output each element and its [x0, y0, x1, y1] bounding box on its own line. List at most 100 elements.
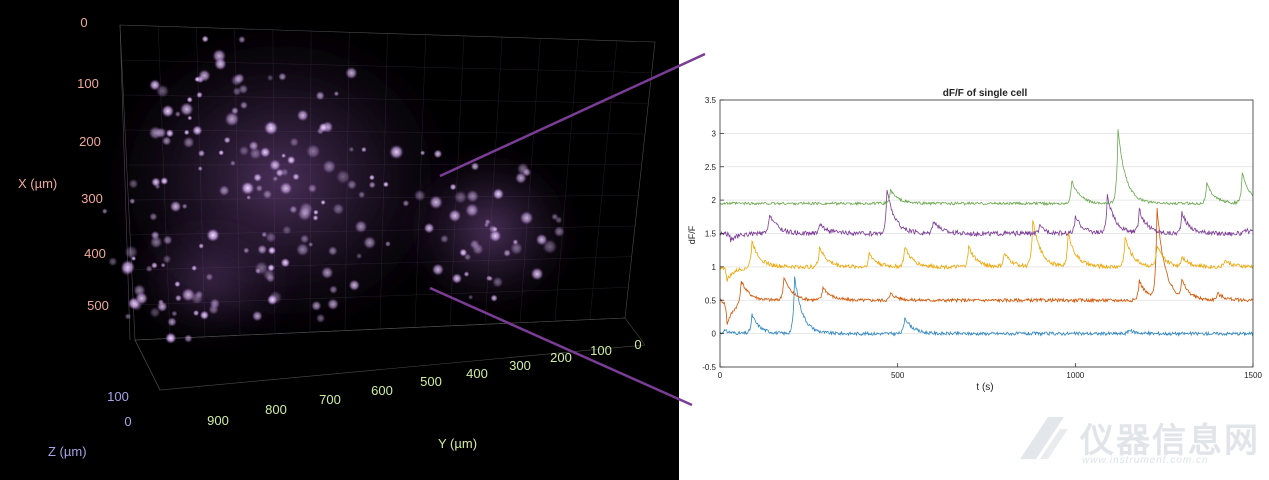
- neuron-cell: [296, 109, 309, 122]
- series-line-5: [719, 129, 1254, 206]
- neuron-cell: [289, 137, 300, 147]
- watermark-logo-icon: [1020, 417, 1068, 459]
- neuron-cell: [259, 146, 271, 158]
- neuron-cell: [206, 228, 220, 242]
- y-tick-label: 0.5: [705, 296, 717, 305]
- neuron-cell: [299, 234, 310, 244]
- neuron-cell: [292, 173, 300, 181]
- neuron-cell: [162, 235, 173, 246]
- neuron-cell: [174, 280, 181, 288]
- neuron-cell: [251, 310, 263, 322]
- neuron-cell: [149, 212, 158, 221]
- y-tick-label: 3.5: [705, 96, 717, 105]
- neuron-cell: [183, 129, 190, 136]
- x-tick-label: 200: [79, 134, 101, 149]
- neuron-cell: [327, 298, 339, 311]
- neuron-cell: [329, 285, 338, 294]
- neuron-cell: [363, 236, 377, 250]
- neuron-cell: [135, 291, 148, 305]
- neuron-cell: [186, 96, 193, 103]
- y-tick-label: 1.5: [705, 230, 717, 239]
- neuron-cell: [265, 231, 277, 243]
- y-tick-label: 800: [265, 402, 287, 417]
- neuron-cell: [308, 241, 314, 248]
- volume-view: X (µm) 0 100 200 300 400 500 Y (µm) 900 800 700…: [0, 0, 679, 480]
- neuron-cell: [240, 181, 255, 195]
- neuron-cell: [124, 313, 132, 320]
- neuron-cell: [218, 149, 225, 156]
- neuron-cell: [161, 136, 172, 146]
- neuron-cell: [205, 273, 214, 281]
- neuron-cell: [320, 199, 326, 206]
- neuron-cell: [368, 174, 375, 181]
- neuron-cell: [451, 273, 463, 284]
- neuron-cell: [468, 294, 474, 300]
- neuron-cell: [184, 334, 193, 343]
- chart-series: [719, 129, 1254, 337]
- neuron-cell: [315, 91, 325, 101]
- neuron-cell: [199, 310, 210, 320]
- series-line-1: [719, 276, 1254, 337]
- x-tick-label: 0: [718, 371, 723, 380]
- neuron-cell: [194, 76, 201, 83]
- neuron-cell: [318, 122, 329, 133]
- neuron-cell: [333, 91, 340, 97]
- neuron-cell: [346, 179, 357, 190]
- neuron-cell: [190, 291, 204, 305]
- neuron-cell: [248, 140, 259, 151]
- neuron-cell: [503, 249, 511, 257]
- neuron-cell: [472, 243, 484, 256]
- neuron-cell: [382, 181, 389, 188]
- x-tick-label: 400: [84, 246, 106, 261]
- z-tick-label: 100: [107, 389, 129, 404]
- neuron-cell: [448, 209, 462, 223]
- y-tick-label: 0: [712, 330, 717, 339]
- neuron-cell: [201, 35, 209, 43]
- x-tick-label: 0: [80, 15, 87, 30]
- neuron-cell: [354, 220, 368, 234]
- neuron-cell: [243, 247, 250, 254]
- neuron-cell: [465, 203, 479, 218]
- neuron-cell: [128, 178, 139, 189]
- neuron-cell: [307, 183, 318, 194]
- neuron-cell: [269, 159, 281, 172]
- neuron-cell: [492, 226, 498, 233]
- neuron-cell: [191, 265, 198, 272]
- neuron-cell: [348, 279, 360, 291]
- neuron-cell: [196, 91, 203, 99]
- neuron-cell: [267, 246, 277, 255]
- neuron-cell: [101, 208, 108, 215]
- neuron-cell: [492, 276, 504, 288]
- neuron-cell: [295, 242, 310, 257]
- neuron-cell: [487, 275, 494, 282]
- neuron-cell: [368, 181, 376, 189]
- neuron-cell: [238, 145, 250, 156]
- neuron-cell: [315, 313, 326, 323]
- neuron-cell: [272, 175, 279, 182]
- x-tick-label: 300: [81, 191, 103, 206]
- neuron-cell: [463, 271, 470, 277]
- neuron-cell: [151, 177, 161, 187]
- neuron-cell: [156, 301, 168, 312]
- y-tick-label: 900: [207, 413, 229, 428]
- y-tick-label: -0.5: [702, 363, 716, 372]
- neuron-cell: [267, 122, 274, 129]
- neuron-cell: [312, 214, 319, 221]
- neuron-cell: [313, 209, 319, 216]
- neuron-cell: [192, 125, 203, 136]
- neuron-cell: [335, 169, 351, 185]
- neuron-cell: [490, 294, 498, 302]
- neuron-cell: [281, 153, 287, 159]
- neuron-cell: [198, 69, 211, 82]
- neuron-cell: [224, 111, 240, 127]
- neuron-cell: [413, 189, 426, 202]
- neuron-cell: [160, 262, 166, 268]
- neuron-cell: [192, 309, 200, 317]
- y-tick-label: 3: [712, 129, 717, 138]
- neuron-cell: [254, 261, 269, 276]
- neuron-cell: [266, 74, 274, 82]
- neuron-cell: [389, 144, 404, 160]
- z-tick-label: 0: [124, 414, 131, 429]
- z-axis-label: Z (µm): [48, 444, 87, 459]
- neuron-cell: [542, 239, 558, 255]
